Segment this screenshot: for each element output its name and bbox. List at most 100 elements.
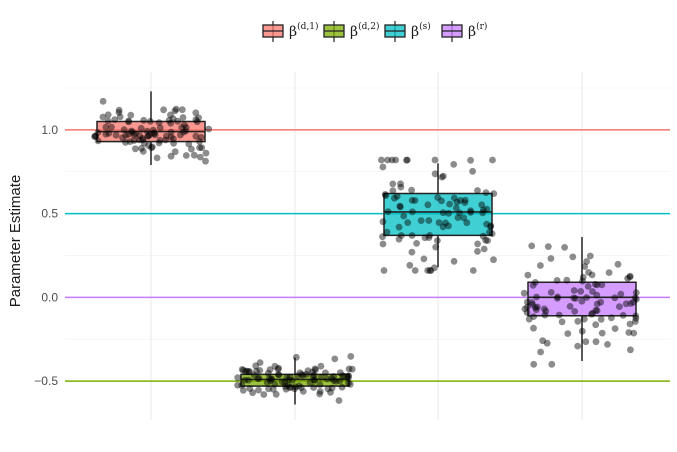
data-point xyxy=(570,287,578,294)
data-point xyxy=(532,304,539,311)
data-point xyxy=(445,222,452,230)
legend-label: β(r) xyxy=(468,21,487,40)
data-point xyxy=(155,139,163,147)
data-point xyxy=(598,329,606,337)
y-axis-title: Parameter Estimate xyxy=(7,175,24,308)
data-point xyxy=(130,137,138,144)
data-point xyxy=(520,289,528,297)
data-point xyxy=(589,309,596,317)
data-point xyxy=(144,132,152,140)
data-point xyxy=(274,371,282,378)
data-point xyxy=(528,299,536,306)
data-point xyxy=(163,132,170,140)
data-point xyxy=(255,374,263,382)
data-point xyxy=(243,367,251,375)
data-point xyxy=(524,298,531,306)
data-point xyxy=(593,300,601,308)
data-point xyxy=(188,145,195,153)
data-point xyxy=(178,124,186,131)
data-point xyxy=(177,131,184,139)
data-point xyxy=(195,114,203,122)
data-point xyxy=(316,390,323,398)
data-point xyxy=(182,127,190,135)
data-point xyxy=(530,324,537,332)
data-point xyxy=(413,240,420,247)
data-point xyxy=(529,301,536,308)
data-point xyxy=(427,267,435,274)
data-point xyxy=(196,144,204,152)
data-point xyxy=(124,130,132,138)
data-point xyxy=(483,205,491,213)
data-point xyxy=(597,298,605,306)
data-point xyxy=(598,281,606,289)
data-point xyxy=(597,315,605,323)
data-point xyxy=(309,368,316,376)
data-point xyxy=(537,262,544,269)
data-point xyxy=(336,369,344,377)
data-point xyxy=(178,106,186,114)
data-point xyxy=(132,145,139,153)
data-point xyxy=(162,136,170,144)
data-point xyxy=(91,133,98,141)
data-point xyxy=(384,156,391,164)
data-point xyxy=(524,303,531,311)
data-point xyxy=(286,373,294,381)
data-point xyxy=(299,388,307,395)
data-point xyxy=(193,118,201,126)
data-point xyxy=(578,297,586,305)
data-point xyxy=(632,314,640,322)
data-point xyxy=(127,127,135,135)
data-point xyxy=(572,295,579,302)
data-point xyxy=(435,219,443,227)
legend-item: β(d,2) xyxy=(323,21,379,42)
data-point xyxy=(406,261,414,269)
data-point xyxy=(311,365,319,373)
data-point xyxy=(288,377,296,384)
data-point xyxy=(533,293,540,301)
data-point xyxy=(102,123,110,131)
data-point xyxy=(167,119,175,127)
data-point xyxy=(347,353,355,360)
data-point xyxy=(294,372,301,380)
data-point xyxy=(438,173,446,181)
data-point xyxy=(132,130,139,138)
boxplot xyxy=(240,357,350,405)
legend-item: β(d,1) xyxy=(262,21,318,42)
data-point xyxy=(480,245,488,253)
data-point xyxy=(92,132,99,140)
data-point xyxy=(197,134,205,141)
data-point xyxy=(122,139,129,146)
data-point xyxy=(577,288,585,295)
data-point xyxy=(179,114,187,121)
data-point xyxy=(543,339,551,347)
legend-label-sup: (s) xyxy=(419,21,431,32)
data-point xyxy=(624,275,631,282)
data-point xyxy=(578,327,586,335)
data-point xyxy=(167,152,175,160)
data-point xyxy=(592,306,600,314)
data-point xyxy=(196,138,203,145)
data-point xyxy=(630,298,637,306)
data-point xyxy=(125,117,132,125)
data-point xyxy=(322,369,329,377)
data-point xyxy=(445,209,452,217)
data-point xyxy=(534,303,541,311)
data-point xyxy=(125,118,132,126)
data-point xyxy=(633,296,640,303)
data-point xyxy=(434,194,442,201)
data-point xyxy=(403,156,410,164)
data-point xyxy=(309,372,317,380)
data-point xyxy=(378,156,385,164)
data-point xyxy=(344,375,352,382)
data-point xyxy=(245,376,252,384)
data-point xyxy=(431,156,439,164)
data-point xyxy=(345,372,352,380)
data-point xyxy=(395,223,403,231)
data-point xyxy=(143,127,151,135)
data-point xyxy=(160,106,168,114)
data-point xyxy=(171,148,179,156)
data-point xyxy=(389,187,397,195)
data-point xyxy=(480,206,487,214)
data-point xyxy=(169,115,177,123)
